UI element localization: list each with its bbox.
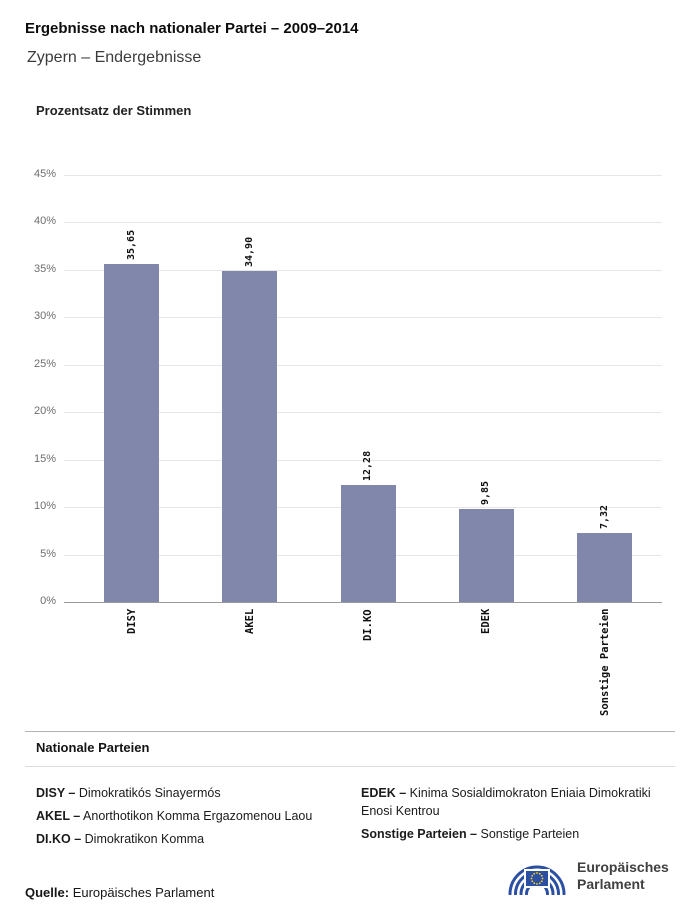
legend-column-right: EDEK – Kinima Sosialdimokraton Eniaia Di…: [361, 784, 683, 848]
party-abbr: DI.KO –: [36, 832, 82, 846]
page-subtitle: Zypern – Endergebnisse: [27, 49, 202, 66]
y-tick-label: 45%: [33, 168, 56, 180]
y-tick-label: 0%: [40, 595, 56, 607]
party-abbr: AKEL –: [36, 809, 81, 823]
page-title: Ergebnisse nach nationaler Partei – 2009…: [25, 20, 359, 37]
legend-entry-edek: EDEK – Kinima Sosialdimokraton Eniaia Di…: [361, 784, 683, 820]
bar-value-label: 12,28: [362, 451, 374, 482]
bar-value-label: 9,85: [480, 480, 492, 505]
eu-parliament-logo: Europäisches Parlament: [506, 857, 669, 895]
bar-value-label: 34,90: [243, 236, 255, 267]
legend-heading: Nationale Parteien: [36, 740, 150, 755]
bar-disy: [104, 263, 159, 602]
y-tick-label: 35%: [33, 262, 56, 275]
party-name: Dimokratikon Komma: [84, 832, 205, 846]
bar-akel: [222, 270, 278, 602]
bar-di-ko: [340, 485, 396, 602]
party-abbr: DISY –: [36, 786, 76, 800]
y-tick-label: 15%: [33, 452, 56, 465]
legend-entry-disy: DISY – Dimokratikós Sinayermós: [36, 784, 346, 802]
x-axis-line: [64, 602, 662, 603]
eu-parliament-hemicycle-icon: [508, 865, 566, 895]
gridline: [64, 175, 662, 176]
x-category-label: AKEL: [243, 609, 256, 635]
gridline: [64, 412, 662, 414]
bar-edek: [458, 508, 514, 602]
y-tick-label: 10%: [33, 500, 56, 513]
bar-sonstige-parteien: [577, 532, 633, 602]
legend-entry-sonstige: Sonstige Parteien – Sonstige Parteien: [361, 825, 683, 843]
gridline: [64, 459, 662, 461]
logo-text: Europäisches Parlament: [577, 859, 669, 893]
gridline: [64, 317, 662, 319]
y-tick-label: 25%: [33, 357, 56, 370]
party-name: Kinima Sosialdimokraton Eniaia Dimokrati…: [361, 786, 651, 818]
gridline: [64, 364, 662, 366]
y-tick-label: 5%: [40, 547, 56, 560]
legend-top-divider: [25, 731, 675, 732]
party-name: Dimokratikós Sinayermós: [78, 786, 221, 800]
x-category-label: EDEK: [480, 609, 493, 635]
legend-entry-akel: AKEL – Anorthotikon Komma Ergazomenou La…: [36, 807, 346, 825]
legend-heading-divider: [25, 766, 675, 767]
party-abbr: EDEK –: [361, 786, 407, 800]
party-name: Anorthotikon Komma Ergazomenou Laou: [83, 809, 313, 823]
bar-value-label: 7,32: [598, 504, 610, 529]
y-tick-label: 30%: [33, 310, 56, 323]
x-category-label: Sonstige Parteien: [598, 609, 611, 717]
y-tick-label: 20%: [33, 405, 56, 418]
logo-text-line1: Europäisches: [577, 859, 669, 875]
bar-value-label: 35,65: [125, 229, 137, 260]
source-label: Quelle:: [25, 885, 70, 900]
y-tick-label: 40%: [33, 215, 56, 228]
legend-column-left: DISY – Dimokratikós Sinayermós AKEL – An…: [36, 784, 346, 853]
bar-chart: 0% 5% 10% 15% 20% 25% 30% 35% 40% 45% 35,65 DISY 34,…: [33, 168, 662, 717]
party-name: Sonstige Parteien: [480, 827, 580, 841]
source-value: Europäisches Parlament: [72, 885, 215, 900]
gridline: [64, 222, 662, 224]
x-category-label: DI.KO: [362, 609, 375, 641]
y-axis-title: Prozentsatz der Stimmen: [36, 103, 192, 118]
logo-text-line2: Parlament: [577, 876, 645, 892]
x-category-label: DISY: [125, 609, 138, 635]
party-abbr: Sonstige Parteien –: [361, 827, 478, 841]
source-note: Quelle: Europäisches Parlament: [25, 885, 214, 900]
gridline: [64, 269, 662, 271]
legend-entry-diko: DI.KO – Dimokratikon Komma: [36, 830, 346, 848]
